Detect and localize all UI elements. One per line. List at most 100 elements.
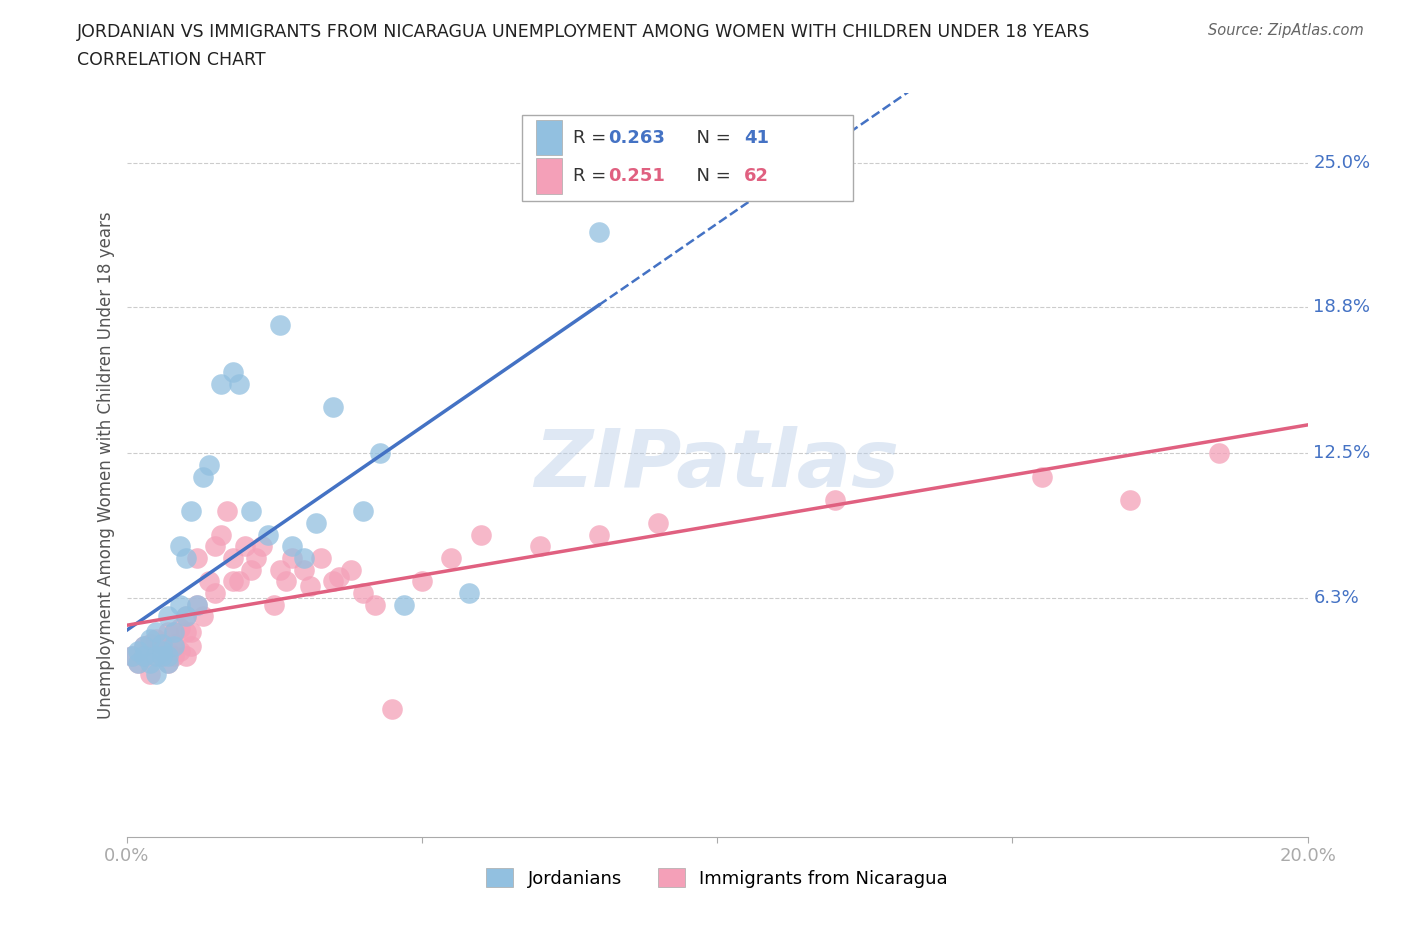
- Point: [145, 644, 167, 658]
- Point: [228, 574, 250, 589]
- Point: [156, 648, 179, 663]
- Point: [150, 637, 173, 652]
- Point: [322, 400, 344, 415]
- Point: [150, 648, 173, 663]
- Point: [134, 639, 156, 654]
- Point: [411, 574, 433, 589]
- Point: [145, 648, 167, 663]
- Text: CORRELATION CHART: CORRELATION CHART: [77, 51, 266, 69]
- Legend: Jordanians, Immigrants from Nicaragua: Jordanians, Immigrants from Nicaragua: [479, 861, 955, 895]
- Text: JORDANIAN VS IMMIGRANTS FROM NICARAGUA UNEMPLOYMENT AMONG WOMEN WITH CHILDREN UN: JORDANIAN VS IMMIGRANTS FROM NICARAGUA U…: [77, 23, 1091, 41]
- Point: [169, 539, 191, 554]
- Point: [145, 667, 167, 682]
- Point: [150, 644, 173, 658]
- Point: [163, 625, 186, 640]
- Point: [1208, 446, 1230, 461]
- FancyBboxPatch shape: [522, 115, 853, 201]
- Point: [458, 586, 481, 601]
- Point: [588, 527, 610, 542]
- Point: [215, 504, 238, 519]
- Bar: [536, 158, 562, 194]
- Point: [193, 469, 215, 484]
- Point: [150, 637, 173, 652]
- Text: R =: R =: [574, 167, 612, 185]
- Point: [281, 539, 304, 554]
- Point: [193, 609, 215, 624]
- Point: [198, 458, 221, 472]
- Point: [245, 551, 267, 565]
- Point: [180, 504, 202, 519]
- Point: [145, 625, 167, 640]
- Point: [127, 656, 149, 671]
- Point: [169, 597, 191, 612]
- Point: [381, 702, 404, 717]
- Point: [174, 648, 197, 663]
- Text: 0.251: 0.251: [609, 167, 665, 185]
- Point: [322, 574, 344, 589]
- Point: [363, 597, 385, 612]
- Text: 0.263: 0.263: [609, 128, 665, 147]
- Point: [470, 527, 492, 542]
- Point: [440, 551, 463, 565]
- Point: [263, 597, 285, 612]
- Point: [298, 578, 321, 593]
- Point: [198, 574, 221, 589]
- Point: [222, 365, 245, 379]
- Point: [121, 648, 143, 663]
- Point: [174, 625, 197, 640]
- Point: [269, 562, 291, 577]
- Point: [121, 648, 143, 663]
- Text: ZIPatlas: ZIPatlas: [534, 426, 900, 504]
- Point: [292, 551, 315, 565]
- Point: [145, 632, 167, 647]
- Point: [222, 574, 245, 589]
- Point: [328, 569, 350, 584]
- Point: [139, 637, 162, 652]
- Point: [134, 648, 156, 663]
- Text: 25.0%: 25.0%: [1313, 153, 1371, 172]
- Text: 12.5%: 12.5%: [1313, 445, 1371, 462]
- Point: [134, 648, 156, 663]
- Point: [228, 377, 250, 392]
- Text: 6.3%: 6.3%: [1313, 589, 1360, 606]
- Text: 41: 41: [744, 128, 769, 147]
- Point: [174, 609, 197, 624]
- Point: [156, 656, 179, 671]
- Point: [156, 656, 179, 671]
- Point: [156, 644, 179, 658]
- Point: [163, 639, 186, 654]
- Point: [292, 562, 315, 577]
- Point: [1119, 493, 1142, 508]
- Point: [824, 493, 846, 508]
- Text: N =: N =: [685, 167, 737, 185]
- Y-axis label: Unemployment Among Women with Children Under 18 years: Unemployment Among Women with Children U…: [97, 211, 115, 719]
- Point: [352, 504, 374, 519]
- Point: [222, 551, 245, 565]
- Point: [239, 504, 262, 519]
- Point: [169, 644, 191, 658]
- Point: [163, 648, 186, 663]
- Point: [239, 562, 262, 577]
- Point: [311, 551, 333, 565]
- Point: [156, 609, 179, 624]
- Point: [252, 539, 274, 554]
- Point: [163, 625, 186, 640]
- Point: [588, 225, 610, 240]
- Point: [186, 597, 208, 612]
- Point: [169, 620, 191, 635]
- Point: [647, 515, 669, 530]
- Point: [180, 639, 202, 654]
- Point: [209, 527, 232, 542]
- Point: [127, 644, 149, 658]
- Text: 18.8%: 18.8%: [1313, 298, 1371, 316]
- Text: Source: ZipAtlas.com: Source: ZipAtlas.com: [1208, 23, 1364, 38]
- Point: [139, 667, 162, 682]
- Point: [186, 597, 208, 612]
- Point: [257, 527, 280, 542]
- Point: [281, 551, 304, 565]
- Point: [274, 574, 297, 589]
- Point: [204, 539, 226, 554]
- Point: [174, 609, 197, 624]
- Point: [269, 318, 291, 333]
- Text: 62: 62: [744, 167, 769, 185]
